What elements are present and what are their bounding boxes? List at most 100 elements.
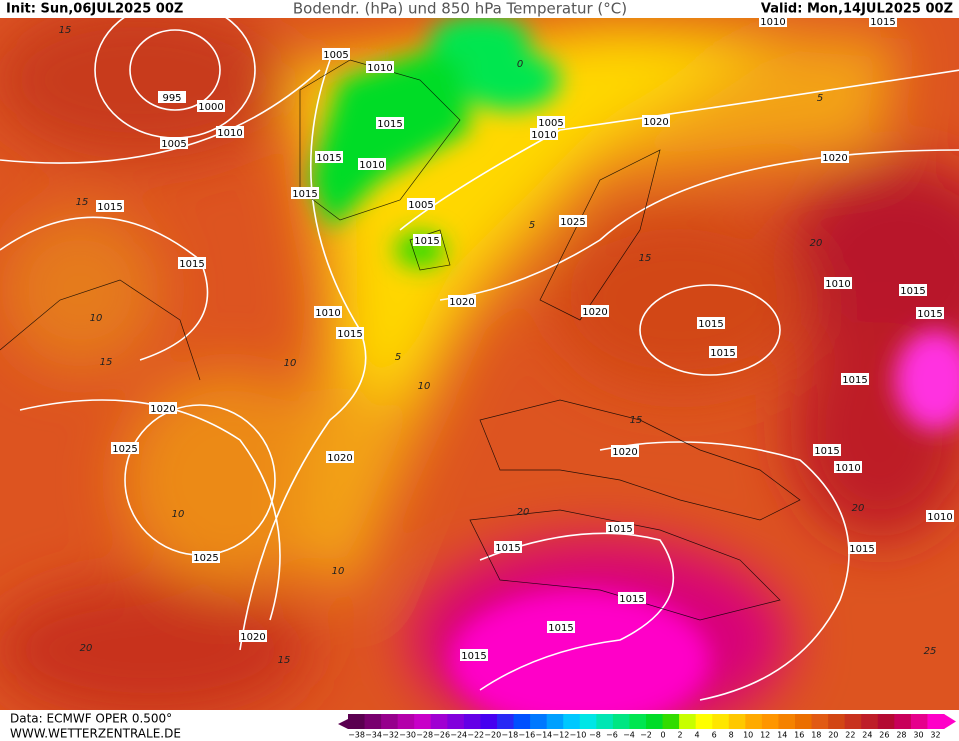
isobar-label-text: 995 [162,93,181,104]
isobar-label-text: 1015 [337,329,362,340]
isobar-label: 1010 [314,306,342,319]
scale-label: 26 [879,731,889,740]
isobar-label-text: 1015 [461,651,486,662]
isobar-label-text: 1005 [323,50,348,61]
isobar-label-text: 1010 [927,512,952,523]
scale-label: 4 [695,731,700,740]
isobar-label-text: 1015 [97,202,122,213]
isobar-label: 1015 [547,621,575,634]
scale-arrow-left [338,719,348,729]
scale-label: −18 [501,731,518,740]
scale-swatch [778,714,796,729]
isobar-label-box [149,402,177,414]
scale-swatch [480,714,498,729]
scale-label: 20 [828,731,838,740]
temperature-label: 15 [100,357,113,368]
isobar-label: 1020 [611,445,639,458]
isobar-label-text: 1020 [582,307,607,318]
scale-swatch [861,714,879,729]
isobar-label-box [315,151,343,163]
isobar-label: 1010 [926,510,954,523]
isobar-label: 1015 [697,317,725,330]
scale-swatch [397,714,415,729]
isobar-label-text: 1010 [359,160,384,171]
temperature-label: 15 [278,655,291,666]
isobar-label: 1010 [834,461,862,474]
isobar-label-text: 1025 [193,553,218,564]
isobar-label-box [899,284,927,296]
scale-label: 16 [794,731,804,740]
isobar-label: 1015 [899,284,927,297]
isobar-label-box [848,542,876,554]
isobar-label-text: 1020 [822,153,847,164]
scale-swatch [712,714,730,729]
isobar-label: 1015 [494,541,522,554]
isobar-label: 1020 [448,295,476,308]
scale-swatch [646,714,664,729]
isobar-labels: 1005101099510001010100510151015101010051… [96,18,954,662]
isobar-label-box [192,551,220,563]
temperature-label: 10 [90,313,103,324]
isobar-label-box [494,541,522,553]
scale-label: −30 [399,731,416,740]
scale-swatch [463,714,481,729]
isobar-label-box [197,100,225,112]
scale-swatch [828,714,846,729]
isobar-label: 1015 [178,257,206,270]
isobar-label-box [239,630,267,642]
isobar-label: 1020 [821,151,849,164]
isobar-label-box [916,307,944,319]
temperature-label: 10 [418,381,431,392]
isobar-label: 1005 [322,48,350,61]
isobar-label-box [366,61,394,73]
temperature-label: 15 [76,197,89,208]
isobar-label-text: 1010 [315,308,340,319]
isobar-label: 1015 [336,327,364,340]
isobar-label: 1000 [197,100,225,113]
scale-label: 28 [896,731,906,740]
isobar-label: 1015 [869,18,897,28]
isobar-label-box [358,158,386,170]
isobar-label-box [759,18,787,27]
isobar-label-box [581,305,609,317]
scale-label: −4 [623,731,635,740]
scale-label: 32 [930,731,940,740]
temperature-label: 5 [529,220,535,231]
init-time: Init: Sun,06JUL2025 00Z [6,2,183,17]
isobar-label: 1020 [326,451,354,464]
isobar-label: 1005 [537,116,565,129]
isobar-label: 1015 [96,200,124,213]
isobar-label-box [413,234,441,246]
isobar-label-box [824,277,852,289]
isobar-label-box [642,115,670,127]
temperature-label: 10 [284,358,297,369]
scale-label: −24 [450,731,467,740]
isobar-label-text: 1000 [198,102,223,113]
isobar-label: 1010 [216,126,244,139]
isobar-label: 1015 [376,117,404,130]
temperature-label: 15 [639,253,652,264]
scale-swatch [745,714,763,729]
isobar-label-text: 1015 [849,544,874,555]
isobar-label-box [336,327,364,339]
isobar-label: 1005 [160,137,188,150]
isobar-label: 995 [158,91,186,104]
isobar-label: 1010 [530,128,558,141]
isobar-label-text: 1020 [327,453,352,464]
scale-label: 0 [660,731,665,740]
scale-label: −16 [518,731,535,740]
scale-label: 2 [678,731,683,740]
isobar-label-box [158,91,186,103]
scale-swatch [877,714,895,729]
scale-label: 8 [729,731,734,740]
scale-label: −26 [433,731,450,740]
scale-swatch [579,714,597,729]
isobar-label-box [322,48,350,60]
isobar-label-text: 1020 [612,447,637,458]
scale-swatch [563,714,581,729]
isobar-label-text: 1010 [217,128,242,139]
isobar-label-text: 1025 [560,217,585,228]
scale-label: 14 [777,731,787,740]
scale-label: −38 [348,731,365,740]
